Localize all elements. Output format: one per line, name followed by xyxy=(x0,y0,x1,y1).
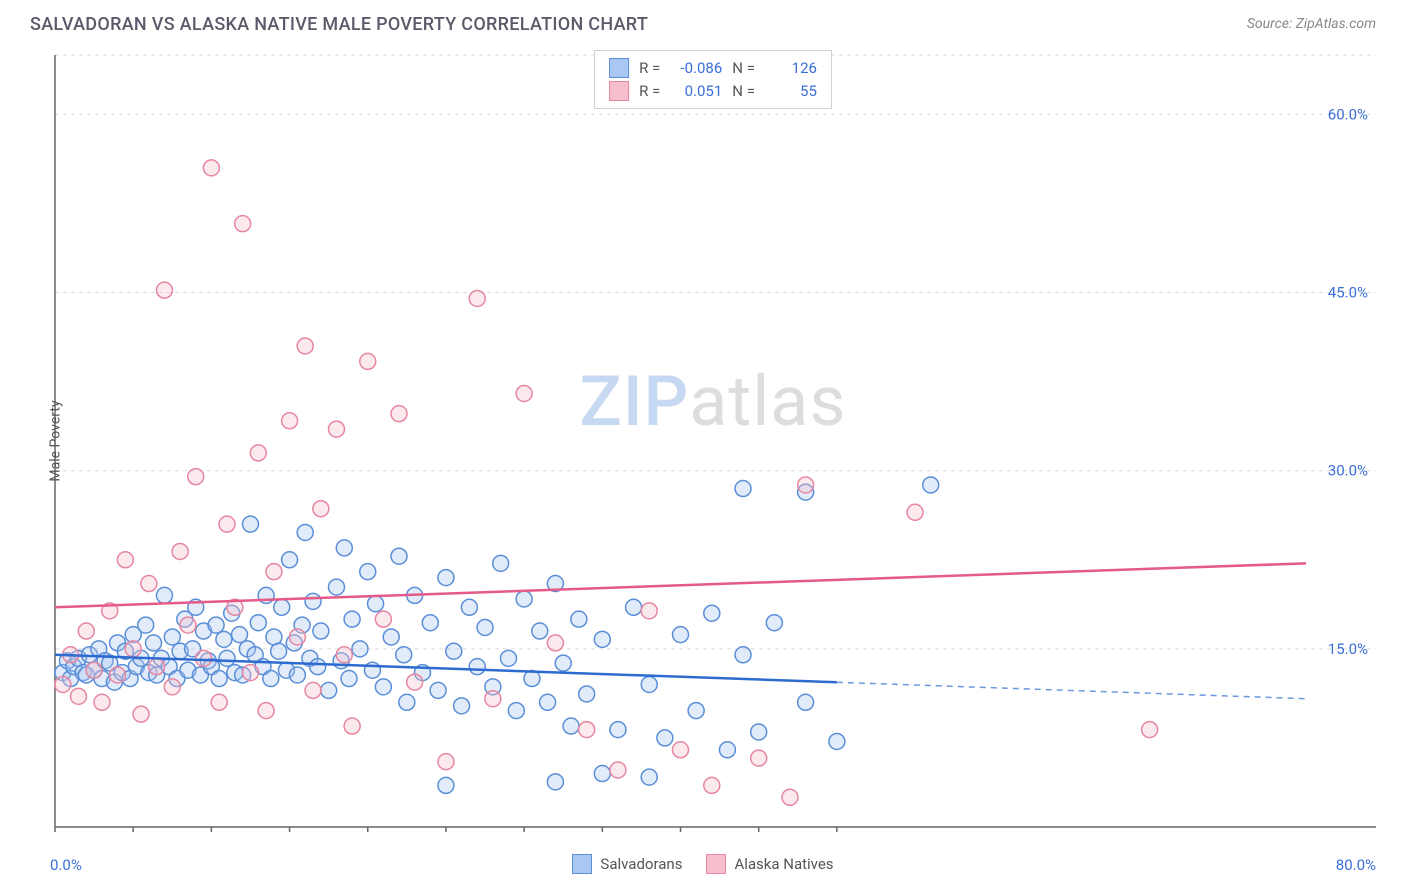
stats-swatch-1 xyxy=(609,81,629,101)
header: SALVADORAN VS ALASKA NATIVE MALE POVERTY… xyxy=(0,0,1406,40)
svg-text:15.0%: 15.0% xyxy=(1328,640,1368,658)
stats-r-label: R = xyxy=(639,80,660,103)
stats-swatch-0 xyxy=(609,58,629,78)
stats-r-label: R = xyxy=(639,57,660,80)
plot-area: Male Poverty ZIPatlas 15.0%30.0%45.0%60.… xyxy=(50,50,1376,832)
chart-title: SALVADORAN VS ALASKA NATIVE MALE POVERTY… xyxy=(30,14,648,35)
legend-item-1: Alaska Natives xyxy=(706,854,833,874)
chart-container: SALVADORAN VS ALASKA NATIVE MALE POVERTY… xyxy=(0,0,1406,892)
y-axis-label: Male Poverty xyxy=(48,400,64,481)
stats-n-value-0: 126 xyxy=(765,57,817,80)
stats-r-value-1: 0.051 xyxy=(670,80,722,103)
legend-swatch-0 xyxy=(572,854,592,874)
svg-text:45.0%: 45.0% xyxy=(1328,284,1368,302)
bottom-legend: Salvadorans Alaska Natives xyxy=(0,854,1406,874)
stats-row-1: R = 0.051 N = 55 xyxy=(609,80,817,103)
source-label: Source: ZipAtlas.com xyxy=(1247,16,1376,32)
stats-n-label: N = xyxy=(732,80,755,103)
scatter-plot: 15.0% 30.0% 45.0% 60.0% xyxy=(50,50,1376,832)
stats-row-0: R = -0.086 N = 126 xyxy=(609,57,817,80)
legend-label-1: Alaska Natives xyxy=(734,855,833,873)
svg-text:30.0%: 30.0% xyxy=(1328,462,1368,480)
stats-legend: R = -0.086 N = 126 R = 0.051 N = 55 xyxy=(594,50,832,109)
svg-text:60.0%: 60.0% xyxy=(1328,105,1368,123)
legend-item-0: Salvadorans xyxy=(572,854,682,874)
stats-r-value-0: -0.086 xyxy=(670,57,722,80)
stats-n-label: N = xyxy=(732,57,755,80)
legend-swatch-1 xyxy=(706,854,726,874)
stats-n-value-1: 55 xyxy=(765,80,817,103)
legend-label-0: Salvadorans xyxy=(600,855,682,873)
